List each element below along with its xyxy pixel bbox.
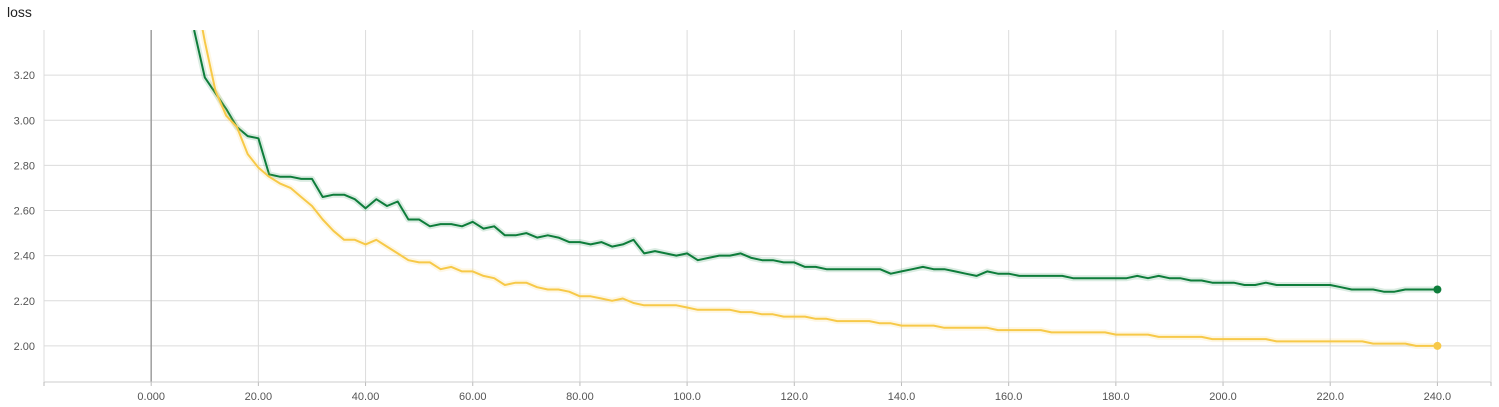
green-run-end-marker (1433, 285, 1442, 294)
axes-layer (43, 30, 1492, 386)
y-tick-label: 2.40 (14, 251, 35, 263)
yellow-run-line (201, 30, 1438, 347)
x-tick-label: 100.0 (673, 391, 701, 403)
grid-layer (44, 30, 1491, 382)
y-tick-label: 2.80 (14, 160, 35, 172)
y-tick-label: 2.20 (14, 296, 35, 308)
chart-title: loss (7, 4, 32, 20)
green-run-line (193, 30, 1438, 293)
x-tick-label: 220.0 (1316, 391, 1344, 403)
y-tick-label: 2.00 (14, 341, 35, 353)
x-tick-label: 160.0 (995, 391, 1023, 403)
tick-label-layer: 2.00 2.20 2.40 2.60 2.80 3.00 3.20 0.000 20.00 40… (14, 70, 1452, 403)
x-tick-label: 180.0 (1102, 391, 1130, 403)
x-tick-label: 200.0 (1209, 391, 1237, 403)
y-tick-label: 2.60 (14, 206, 35, 218)
y-tick-label: 3.20 (14, 70, 35, 82)
y-tick-label: 3.00 (14, 115, 35, 127)
x-tick-label: 120.0 (781, 391, 809, 403)
x-tick-label: 240.0 (1424, 391, 1452, 403)
x-tick-label: 20.00 (245, 391, 273, 403)
x-tick-label: 60.00 (459, 391, 487, 403)
green-run-halo (191, 30, 1438, 295)
yellow-run-end-marker (1433, 341, 1442, 350)
x-tick-label: 140.0 (888, 391, 916, 403)
x-tick-label: 80.00 (566, 391, 594, 403)
series-layer (191, 30, 1442, 350)
x-tick-label: 0.000 (137, 391, 165, 403)
yellow-run-halo (199, 30, 1438, 349)
x-tick-label: 40.00 (352, 391, 380, 403)
